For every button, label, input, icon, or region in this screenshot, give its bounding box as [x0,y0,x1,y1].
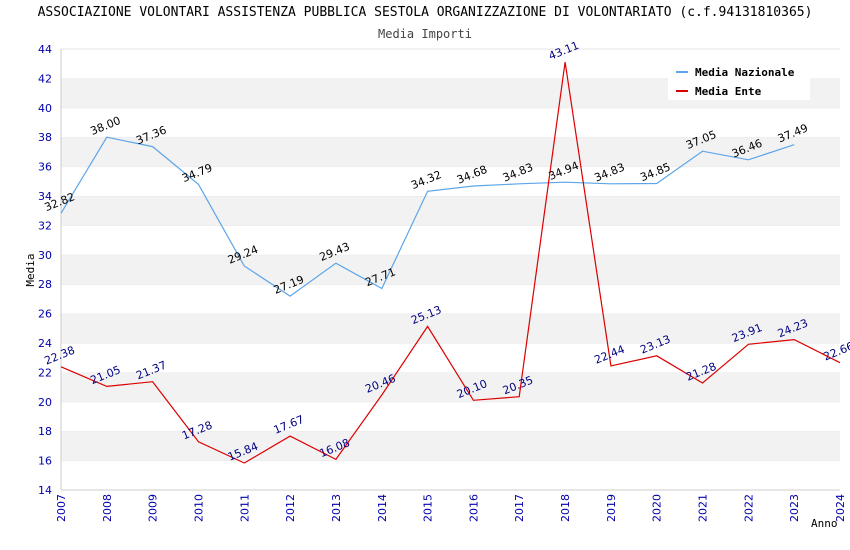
series-lines [60,62,841,464]
grid-band [61,196,840,226]
grid-band [61,401,840,432]
x-tick-label: 2013 [330,494,343,522]
legend-label: Media Nazionale [695,66,795,79]
grid-band [61,372,840,402]
x-tick-label: 2016 [467,494,480,522]
grid-band [61,313,840,343]
grid-band [61,137,840,167]
y-tick-label: 34 [38,190,52,203]
y-axis-title: Media [24,253,37,286]
x-tick-label: 2018 [559,494,572,522]
y-tick-label: 42 [38,72,52,85]
grid-band [61,460,840,490]
y-tick-label: 16 [38,455,52,468]
grid-band [61,254,840,285]
x-tick-label: 2010 [192,494,205,522]
x-tick-label: 2022 [742,494,755,522]
chart-subtitle: Media Importi [378,27,472,41]
x-tick-label: 2019 [605,494,618,522]
grid-band [61,284,840,314]
x-tick-label: 2007 [55,494,68,522]
grid-band [61,225,840,255]
chart-title: ASSOCIAZIONE VOLONTARI ASSISTENZA PUBBLI… [37,5,813,20]
y-tick-label: 36 [38,161,52,174]
y-tick-label: 28 [38,278,52,291]
legend: Media Nazionale Media Ente [668,60,810,100]
y-tick-label: 20 [38,396,52,409]
x-tick-label: 2008 [101,494,114,522]
legend-label: Media Ente [695,85,762,98]
y-tick-labels: 14 16 18 20 22 24 26 28 30 32 34 36 38 40 42 44 [38,43,52,497]
y-tick-label: 30 [38,249,52,262]
y-tick-label: 44 [38,43,52,56]
grid-band [61,431,840,461]
x-tick-label: 2024 [834,494,847,522]
x-tick-label: 2014 [376,494,389,522]
y-tick-label: 38 [38,131,52,144]
series-line [60,62,841,464]
legend-box [668,60,810,100]
x-tick-label: 2021 [697,494,710,522]
x-tick-label: 2012 [284,494,297,522]
y-tick-label: 18 [38,425,52,438]
x-tick-label: 2020 [651,494,664,522]
grid-band [61,166,840,196]
x-tick-label: 2023 [788,494,801,522]
x-tick-label: 2017 [513,494,526,522]
grid-bands [61,48,840,490]
x-tick-label: 2015 [422,494,435,522]
y-tick-label: 14 [38,484,52,497]
grid-band [61,343,840,373]
x-axis-title: Anno [811,517,838,530]
x-tick-labels: 2007 2008 2009 2010 2011 2012 2013 2014 2015 2016… [55,494,847,522]
y-tick-label: 24 [38,337,52,350]
y-tick-label: 32 [38,219,52,232]
y-tick-label: 22 [38,366,52,379]
x-tick-label: 2011 [238,494,251,522]
x-tick-label: 2009 [147,494,160,522]
y-tick-label: 40 [38,102,52,115]
grid-band [61,107,840,138]
series-line [60,136,795,297]
y-tick-label: 26 [38,308,52,321]
